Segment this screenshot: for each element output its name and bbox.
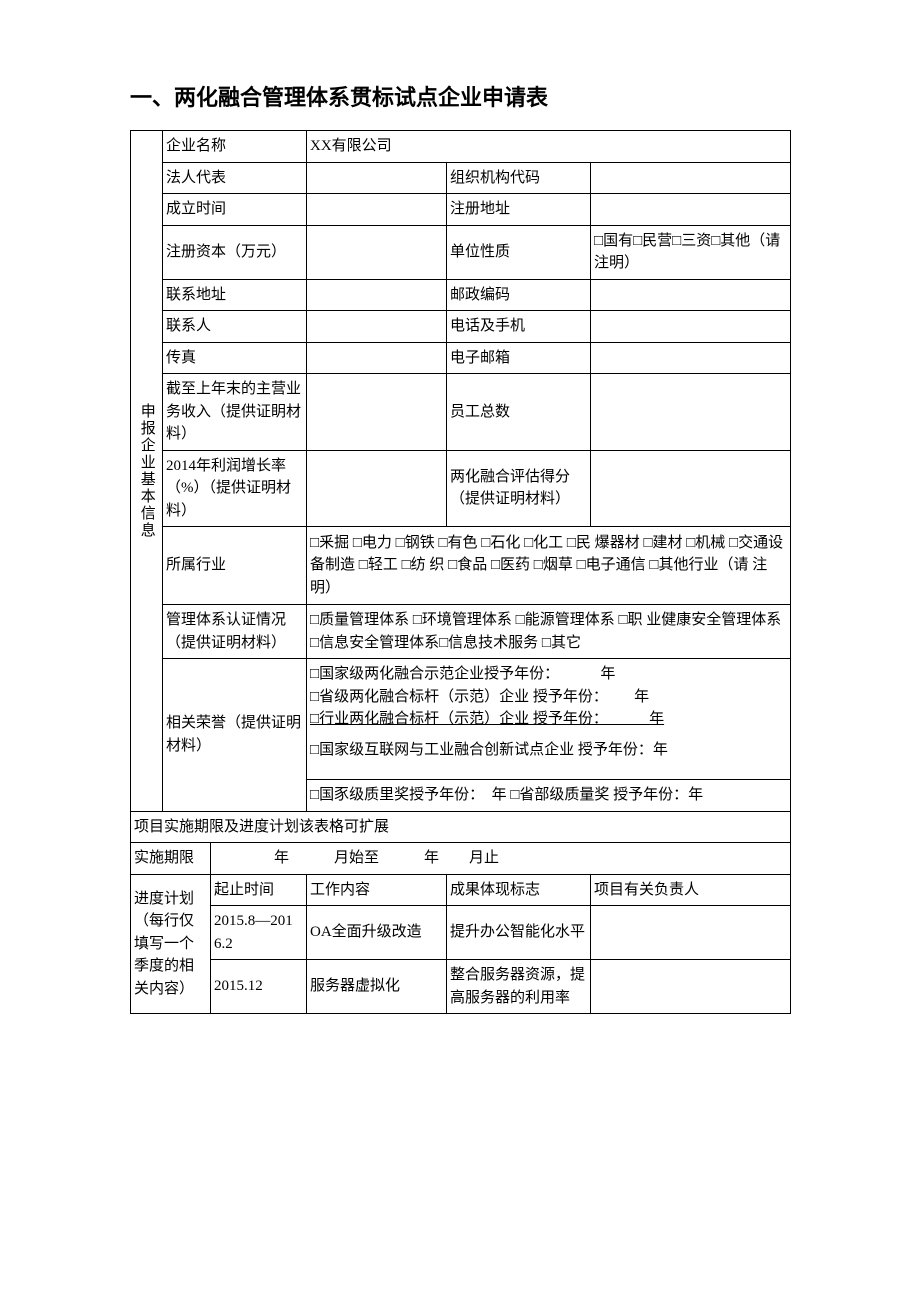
label-schedule: 进度计划（每行仅填写一个季度的相关内容） bbox=[131, 874, 211, 1014]
label-unit-nature: 单位性质 bbox=[447, 225, 591, 279]
value-honor-5: □国豕级质里奖授予年份： 年 □省部级质量奖 授予年份：年 bbox=[307, 780, 791, 812]
honor-line-2: □省级两化融合标杆（示范）企业 授予年份： 年 bbox=[310, 686, 787, 709]
page-title: 一、两化融合管理体系贯标试点企业申请表 bbox=[130, 80, 790, 112]
value-founded bbox=[307, 194, 447, 226]
value-integration-score bbox=[591, 450, 791, 527]
label-phone: 电话及手机 bbox=[447, 311, 591, 343]
col-owner: 项目有关负责人 bbox=[591, 874, 791, 906]
label-period: 实施期限 bbox=[131, 843, 211, 875]
value-certifications: □质量管理体系 □环境管理体系 □能源管理体系 □职 业健康安全管理体系□信息安… bbox=[307, 605, 791, 659]
value-postcode bbox=[591, 279, 791, 311]
label-revenue: 截至上年末的主营业务收入（提供证眀材料） bbox=[163, 374, 307, 451]
cell-result: 提升办公智能化水平 bbox=[447, 906, 591, 960]
value-revenue bbox=[307, 374, 447, 451]
cell-owner bbox=[591, 960, 791, 1014]
label-postcode: 邮政编码 bbox=[447, 279, 591, 311]
label-certifications: 管理体系认证情况（提供证明材料） bbox=[163, 605, 307, 659]
side-label: 申报企业基本信息 bbox=[131, 131, 163, 812]
label-reg-capital: 注册资本（万元） bbox=[163, 225, 307, 279]
value-phone bbox=[591, 311, 791, 343]
value-profit-growth bbox=[307, 450, 447, 527]
value-honors-top: □国家级两化融合示范企业授予年份： 年 □省级两化融合标杆（示范）企业 授予年份… bbox=[307, 659, 791, 735]
label-reg-address: 注册地址 bbox=[447, 194, 591, 226]
value-legal-rep bbox=[307, 162, 447, 194]
cell-content: 服务器虚拟化 bbox=[307, 960, 447, 1014]
label-email: 电子邮箱 bbox=[447, 342, 591, 374]
value-industry: □釆掘 □电力 □钢铁 □有色 □石化 □化工 □民 爆器材 □建材 □机械 □… bbox=[307, 527, 791, 605]
col-time: 起止时间 bbox=[211, 874, 307, 906]
label-industry: 所属行业 bbox=[163, 527, 307, 605]
value-reg-capital bbox=[307, 225, 447, 279]
value-org-code bbox=[591, 162, 791, 194]
value-fax bbox=[307, 342, 447, 374]
col-content: 工作内容 bbox=[307, 874, 447, 906]
label-honors: 相关荣誉（提供证明材料） bbox=[163, 659, 307, 812]
label-integration-score: 两化融合评估得分（提供证明材料） bbox=[447, 450, 591, 527]
label-contact-person: 联系人 bbox=[163, 311, 307, 343]
cell-time: 2015.8—2016.2 bbox=[211, 906, 307, 960]
honor-line-3: □行业两化融合标杆（示范）企业 授予年份： 年 bbox=[310, 708, 787, 731]
value-period: 年 月始至 年 月止 bbox=[211, 843, 791, 875]
cell-content: OA全面升级改造 bbox=[307, 906, 447, 960]
plan-header: 项目实施期限及进度计划该表格可扩展 bbox=[131, 811, 791, 843]
cell-time: 2015.12 bbox=[211, 960, 307, 1014]
label-org-code: 组织机构代码 bbox=[447, 162, 591, 194]
value-employees bbox=[591, 374, 791, 451]
value-email bbox=[591, 342, 791, 374]
value-honor-4: □国家级互联网与工业融合创新试点企业 授予年份：年 bbox=[307, 735, 791, 780]
value-reg-address bbox=[591, 194, 791, 226]
schedule-row: 2015.8—2016.2 OA全面升级改造 提升办公智能化水平 bbox=[131, 906, 791, 960]
label-contact-address: 联系地址 bbox=[163, 279, 307, 311]
label-legal-rep: 法人代表 bbox=[163, 162, 307, 194]
value-contact-person bbox=[307, 311, 447, 343]
col-result: 成果体现标志 bbox=[447, 874, 591, 906]
label-fax: 传真 bbox=[163, 342, 307, 374]
value-company-name: XX有限公司 bbox=[307, 131, 791, 163]
label-founded: 成立时间 bbox=[163, 194, 307, 226]
application-form: 申报企业基本信息 企业名称 XX有限公司 法人代表 组织机构代码 成立时间 注册… bbox=[130, 130, 791, 1014]
honor-line-1: □国家级两化融合示范企业授予年份： 年 bbox=[310, 663, 787, 686]
value-contact-address bbox=[307, 279, 447, 311]
cell-owner bbox=[591, 906, 791, 960]
label-company-name: 企业名称 bbox=[163, 131, 307, 163]
label-employees: 员工总数 bbox=[447, 374, 591, 451]
cell-result: 整合服务器资源，提高服务器的利用率 bbox=[447, 960, 591, 1014]
value-unit-nature: □国有□民营□三资□其他（请注明） bbox=[591, 225, 791, 279]
label-profit-growth: 2014年利润增长率（%）（提供证明材料） bbox=[163, 450, 307, 527]
schedule-row: 2015.12 服务器虚拟化 整合服务器资源，提高服务器的利用率 bbox=[131, 960, 791, 1014]
